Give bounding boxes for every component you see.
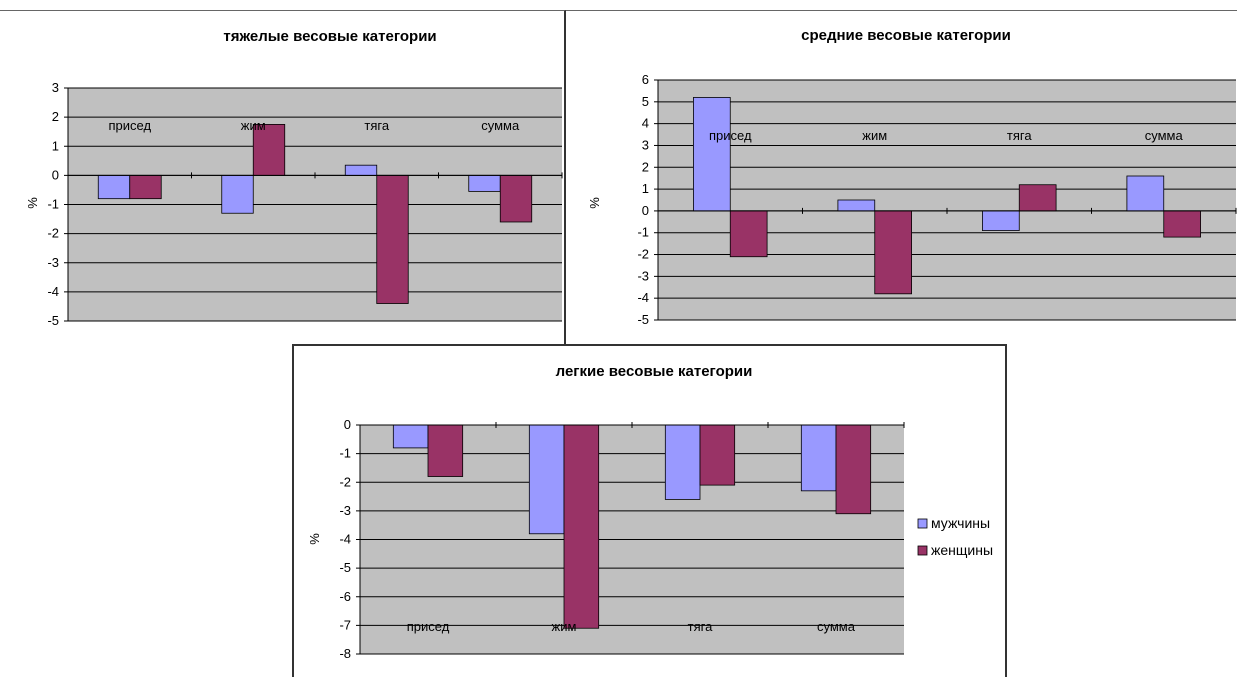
bar-men <box>468 174 501 192</box>
y-tick-label: -4 <box>47 284 59 299</box>
chart-medium-weight-categories: средние весовые категории % 6 5 4 3 2 1 0 -1 -2 -… <box>566 10 1237 345</box>
chart-heavy-svg: тяжелые весовые категории % 3 2 1 0 -1 -2 -3 -4… <box>25 28 563 328</box>
y-tick-label: -3 <box>47 255 59 270</box>
chart-medium-svg: средние весовые категории % 6 5 4 3 2 1 0 -1 -2 -… <box>587 27 1237 327</box>
y-tick-label: 2 <box>52 109 59 124</box>
chart-light-weight-categories: легкие весовые категории % 0 -1 -2 -3 -4 -5 -6… <box>292 344 1007 677</box>
y-tick-label: -1 <box>339 446 351 461</box>
bar-women <box>835 424 872 515</box>
bar-men <box>693 97 731 212</box>
y-tick-label: -5 <box>339 560 351 575</box>
y-tick-label: 3 <box>52 80 59 95</box>
bar-men <box>392 424 429 449</box>
chart-title: тяжелые весовые категории <box>223 28 436 45</box>
y-tick-label: 2 <box>642 159 649 174</box>
bar-men <box>837 199 876 212</box>
category-label: присед <box>709 128 752 143</box>
y-tick-label: -3 <box>339 503 351 518</box>
category-label: сумма <box>817 619 856 634</box>
chart-title: средние весовые категории <box>801 27 1011 44</box>
bar-women <box>499 174 533 223</box>
bar-women <box>376 174 409 304</box>
bar-women <box>1018 184 1057 212</box>
category-label: жим <box>241 118 266 133</box>
y-tick-label: 1 <box>642 181 649 196</box>
y-tick-label: 0 <box>52 167 59 182</box>
y-tick-label: -4 <box>637 290 649 305</box>
category-label: сумма <box>1145 128 1184 143</box>
y-tick-label: -6 <box>339 589 351 604</box>
y-tick-label: -2 <box>47 226 59 241</box>
y-tick-label: 1 <box>52 138 59 153</box>
bar-women <box>1163 210 1201 238</box>
y-tick-label: 3 <box>642 137 649 152</box>
y-tick-label: 5 <box>642 94 649 109</box>
y-axis-label: % <box>25 197 40 209</box>
y-tick-label: -7 <box>339 617 351 632</box>
y-tick-label: -2 <box>339 474 351 489</box>
y-tick-label: -1 <box>47 197 59 212</box>
y-axis-label: % <box>587 197 602 209</box>
y-tick-label: 0 <box>344 417 351 432</box>
bar-men <box>1126 175 1165 212</box>
legend-label-women: женщины <box>931 542 993 558</box>
category-label: тяга <box>1007 128 1032 143</box>
bar-women <box>563 424 600 629</box>
category-label: жим <box>862 128 887 143</box>
y-tick-label: -2 <box>637 247 649 262</box>
legend: мужчины женщины <box>917 515 993 558</box>
bar-women <box>427 424 464 477</box>
legend-swatch-men <box>917 518 928 529</box>
y-tick-label: 6 <box>642 72 649 87</box>
chart-heavy-weight-categories: тяжелые весовые категории % 3 2 1 0 -1 -2 -3 -4… <box>0 10 566 345</box>
bar-men <box>528 424 565 535</box>
chart-light-svg: легкие весовые категории % 0 -1 -2 -3 -4 -5 -6… <box>307 363 993 661</box>
bar-men <box>982 210 1020 231</box>
category-label: сумма <box>481 118 520 133</box>
y-tick-label: -8 <box>339 646 351 661</box>
y-tick-label: -3 <box>637 268 649 283</box>
y-tick-label: -4 <box>339 532 351 547</box>
category-label: тяга <box>364 118 389 133</box>
category-label: жим <box>552 619 577 634</box>
y-tick-label: -5 <box>637 312 649 327</box>
y-tick-label: 0 <box>642 203 649 218</box>
bar-men <box>344 164 378 176</box>
bar-women <box>129 174 162 200</box>
bar-men <box>664 424 701 500</box>
bar-women <box>874 210 912 295</box>
y-tick-label: -1 <box>637 225 649 240</box>
bar-women <box>729 210 768 258</box>
category-label: присед <box>407 619 450 634</box>
bar-men <box>221 174 254 214</box>
bar-men <box>97 174 131 200</box>
legend-swatch-women <box>917 545 928 556</box>
y-axis-label: % <box>307 533 322 545</box>
category-label: присед <box>108 118 151 133</box>
chart-title: легкие весовые категории <box>556 363 753 380</box>
y-tick-label: -5 <box>47 313 59 328</box>
y-tick-label: 4 <box>642 116 649 131</box>
legend-label-men: мужчины <box>931 515 990 531</box>
bar-women <box>699 424 736 486</box>
category-label: тяга <box>688 619 713 634</box>
bar-men <box>800 424 837 492</box>
